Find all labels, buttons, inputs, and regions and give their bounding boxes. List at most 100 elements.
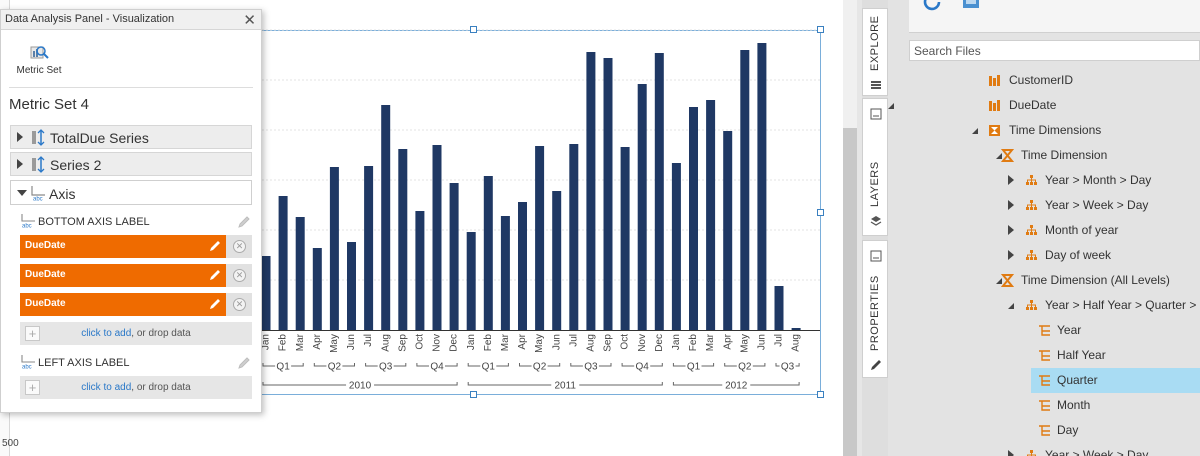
edit-pencil-icon[interactable]	[237, 215, 251, 229]
group-bracket	[579, 382, 663, 386]
refresh-icon[interactable]	[923, 0, 943, 12]
tree-item[interactable]: Year > Week > Day	[888, 443, 1200, 456]
explore-panel: CustomerID DueDate Time Dimensions Time Dim…	[888, 0, 1200, 456]
quarter-label: Q2	[328, 362, 342, 373]
chart-bar	[278, 196, 288, 330]
remove-field-button[interactable]: ✕	[226, 264, 252, 287]
tree-item[interactable]: Year > Month > Day	[888, 168, 1200, 193]
collapse-caret-icon[interactable]	[996, 278, 1002, 284]
tree-item[interactable]: Time Dimensions	[888, 118, 1200, 143]
expand-caret-icon[interactable]	[1008, 450, 1014, 456]
series-icon	[32, 156, 45, 173]
tree-item[interactable]: Month of year	[888, 218, 1200, 243]
field-pill-duedate[interactable]: DueDate	[20, 293, 226, 316]
tree-item[interactable]: Year > Half Year > Quarter > Month > Day	[888, 293, 1200, 318]
tree-item[interactable]: Month	[888, 393, 1200, 418]
tree-item-label: Half Year	[1057, 348, 1106, 362]
year-label: 2012	[725, 381, 748, 392]
pencil-icon[interactable]	[208, 239, 222, 253]
data-source-icon[interactable]	[961, 0, 981, 12]
click-to-add-link[interactable]: click to add	[81, 382, 132, 393]
group-bracket	[775, 363, 780, 367]
explore-icon	[871, 81, 881, 89]
close-icon[interactable]: ✕	[243, 12, 256, 29]
expand-caret-icon[interactable]	[1008, 225, 1014, 235]
tree-item[interactable]: Day	[888, 418, 1200, 443]
group-bracket	[416, 363, 429, 367]
resize-handle-bottom[interactable]	[470, 391, 477, 398]
pencil-icon[interactable]	[208, 268, 222, 282]
group-bracket	[445, 363, 458, 367]
chart-bar	[671, 163, 681, 330]
left-axis-drop-zone[interactable]: + click to add, or drop data	[20, 376, 252, 399]
field-pill-duedate[interactable]: DueDate	[20, 235, 226, 258]
tab-explore[interactable]: EXPLORE	[862, 8, 888, 96]
tab-properties[interactable]: PROPERTIES	[862, 240, 888, 378]
search-files-input[interactable]	[909, 40, 1200, 61]
remove-field-button[interactable]: ✕	[226, 293, 252, 316]
tree-item[interactable]: Year	[888, 318, 1200, 343]
x-tick-label: Dec	[654, 334, 665, 352]
chart-bar	[603, 58, 613, 330]
quarter-label: Q3	[584, 362, 598, 373]
quarter-label: Q4	[430, 362, 444, 373]
collapse-caret-icon[interactable]	[888, 103, 894, 109]
resize-handle-right[interactable]	[817, 209, 824, 216]
chart-bar	[329, 167, 339, 330]
metric-set-button[interactable]: Metric Set	[13, 42, 65, 76]
tree-item[interactable]: DueDate	[888, 93, 1200, 118]
pencil-icon[interactable]	[208, 297, 222, 311]
chart-bar	[381, 105, 391, 330]
plus-icon[interactable]: +	[25, 326, 40, 341]
expand-caret-icon[interactable]	[1008, 175, 1014, 185]
explore-toolbar	[909, 0, 1200, 33]
x-tick-label: Apr	[517, 333, 528, 349]
collapse-caret-icon[interactable]	[996, 153, 1002, 159]
bottom-axis-label-title: BOTTOM AXIS LABEL	[38, 216, 150, 228]
field-pill-duedate[interactable]: DueDate	[20, 264, 226, 287]
click-to-add-link[interactable]: click to add	[81, 328, 132, 339]
edit-pencil-icon[interactable]	[237, 356, 251, 370]
expand-caret-icon[interactable]	[1008, 200, 1014, 210]
bottom-axis-drop-zone[interactable]: + click to add, or drop data	[20, 322, 252, 345]
side-tab-strip: EXPLORE LAYERS PROPERTIES	[862, 0, 888, 456]
tree-item-label: Day	[1057, 423, 1079, 437]
layers-icon	[870, 216, 882, 226]
resize-handle-top-right[interactable]	[817, 26, 824, 33]
x-tick-label: Feb	[278, 334, 289, 352]
series-row-series-2[interactable]: Series 2	[10, 152, 252, 176]
tree-item[interactable]: Half Year	[888, 343, 1200, 368]
canvas-scrollbar-thumb[interactable]	[843, 128, 857, 456]
tree-item[interactable]: CustomerID	[888, 68, 1200, 93]
chart-bar	[500, 216, 510, 330]
collapse-caret-icon[interactable]	[972, 128, 978, 134]
chart-bar	[757, 43, 767, 330]
series-row-totaldue[interactable]: TotalDue Series	[10, 125, 252, 149]
tab-layers[interactable]: LAYERS	[862, 98, 888, 236]
quarter-label: Q1	[687, 362, 701, 373]
expand-caret-icon[interactable]	[17, 132, 23, 142]
expand-caret-icon[interactable]	[17, 159, 23, 169]
level-icon	[1039, 425, 1050, 436]
x-tick-label: Aug	[380, 334, 391, 352]
tree-item[interactable]: Year > Week > Day	[888, 193, 1200, 218]
remove-field-button[interactable]: ✕	[226, 235, 252, 258]
plus-icon[interactable]: +	[25, 380, 40, 395]
collapse-caret-icon[interactable]	[1008, 303, 1014, 309]
tree-item[interactable]: Time Dimension (All Levels)	[888, 268, 1200, 293]
x-tick-label: Apr	[312, 333, 323, 349]
expand-caret-icon[interactable]	[1008, 250, 1014, 260]
collapse-caret-icon[interactable]	[17, 190, 27, 196]
chart-bar	[723, 131, 733, 330]
tree-item-label: Month of year	[1045, 223, 1119, 237]
resize-handle-top[interactable]	[470, 26, 477, 33]
tree-item[interactable]: Time Dimension	[888, 143, 1200, 168]
x-tick-label: Oct	[415, 334, 426, 350]
quarter-label: Q4	[636, 362, 650, 373]
tree-item[interactable]: Day of week	[888, 243, 1200, 268]
tree-item[interactable]: Quarter	[1031, 368, 1200, 393]
resize-handle-bottom-right[interactable]	[817, 391, 824, 398]
axis-row[interactable]: abc Axis	[10, 180, 252, 205]
tree-item-label: Day of week	[1045, 248, 1112, 262]
